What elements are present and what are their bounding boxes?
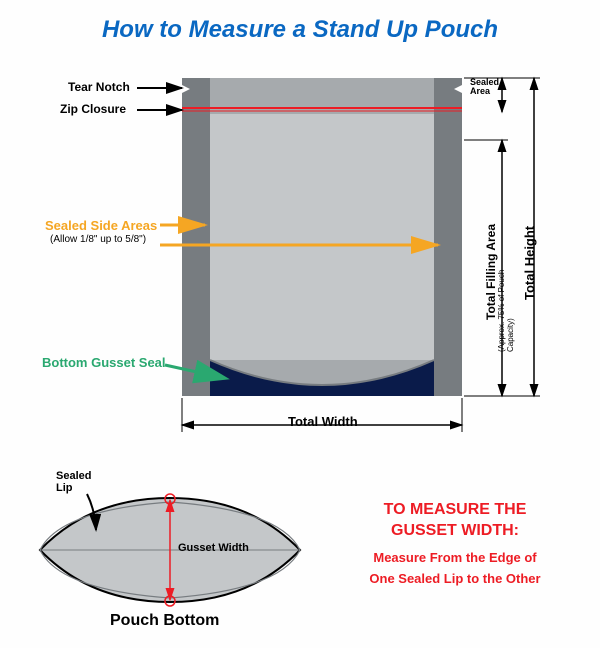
instruction-title: TO MEASURE THE GUSSET WIDTH: — [340, 500, 570, 542]
instruction-body: Measure From the Edge of One Sealed Lip … — [330, 548, 580, 590]
sealed-side-label: Sealed Side Areas — [45, 218, 157, 233]
zip-closure-label: Zip Closure — [60, 102, 126, 116]
sealed-area-label: Sealed Area — [470, 78, 499, 96]
total-height-label: Total Height — [522, 226, 537, 300]
bottom-gusset-label: Bottom Gusset Seal — [42, 355, 166, 370]
filling-area-label: Total Filling Area — [484, 224, 498, 320]
gusset-width-label: Gusset Width — [178, 542, 249, 554]
pouch-bottom-label: Pouch Bottom — [110, 612, 219, 630]
pouch-body — [182, 78, 462, 396]
sealed-side-sub: (Allow 1/8" up to 5/8") — [50, 234, 146, 245]
filling-area-sub: (Approx. 75% of Pouch Capacity) — [497, 249, 515, 352]
tear-notch-label: Tear Notch — [68, 80, 130, 94]
total-width-label: Total Width — [288, 414, 358, 429]
sealed-lip-label: Sealed Lip — [56, 470, 91, 494]
pouch-bottom-view — [40, 494, 300, 606]
